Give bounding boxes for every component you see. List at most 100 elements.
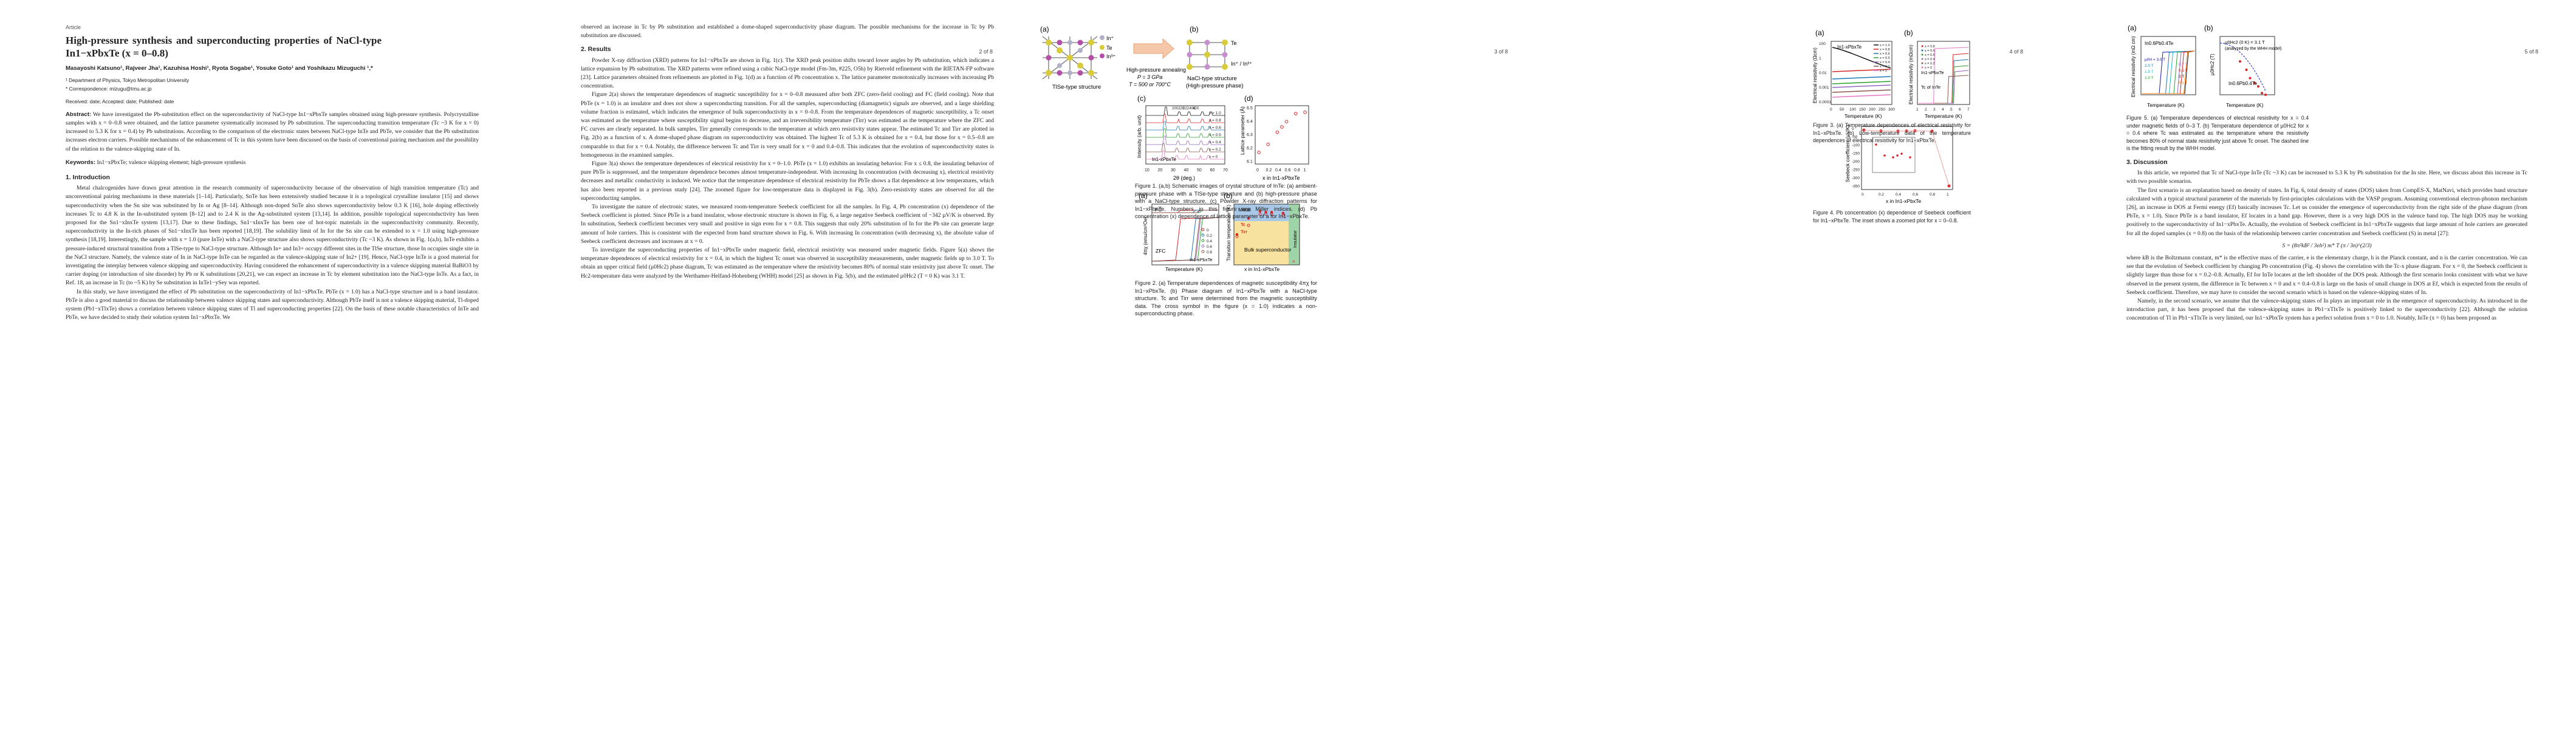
inset-point: [1909, 156, 1911, 159]
hc2-point: [2257, 85, 2259, 88]
legend-label: x = 0: [1880, 69, 1887, 73]
zfc-curve: [1151, 217, 1219, 262]
fig5b-title: µ0Hc2 (0 K) = 3.1 T: [2225, 39, 2265, 45]
discussion-paragraph-2: The first scenario is an explanation bas…: [2126, 187, 2527, 237]
hc2-point: [2239, 60, 2241, 63]
hc2-points: [2239, 60, 2267, 96]
tirr-label: Tirr: [1241, 229, 1247, 234]
legend-label: 0.6: [1207, 245, 1212, 249]
res-ylabel: Electrical resistivity (Ωcm): [1812, 47, 1818, 103]
legend-marker: [1921, 53, 1923, 56]
legend-label: 0.4: [1207, 239, 1212, 244]
res-xtick: 50: [1840, 108, 1845, 112]
figure-5-caption: Figure 5. (a) Temperature dependences of…: [2126, 115, 2309, 151]
in-label: In⁺ / In³⁺: [1231, 61, 1252, 67]
field-label: 0.5 T: [2179, 69, 2188, 73]
xrd-curve: [1146, 114, 1225, 123]
sus-xlabel: Temperature (K): [1165, 266, 1203, 272]
seebeck-point: [1862, 128, 1866, 132]
resistivity-curve: [1832, 84, 1891, 88]
legend-marker: [1921, 49, 1923, 52]
res-low-xtick: 4: [1942, 108, 1944, 112]
xrd-curve-label: x = 0.2: [1209, 148, 1221, 152]
tirr-point: [1264, 213, 1267, 216]
seebeck-xtick: 1: [1947, 193, 1949, 197]
seebeck-xtick: 0.4: [1896, 193, 1901, 197]
inset-point: [1892, 156, 1894, 159]
seebeck-ytick: -250: [1852, 168, 1860, 173]
legend-label: x = 0.6: [1880, 52, 1890, 56]
legend-marker: [1921, 66, 1923, 69]
legend-label: x = 0.4: [1880, 61, 1890, 64]
xrd-xtick: 20: [1158, 168, 1163, 173]
legend-marker: [1201, 233, 1205, 237]
results-paragraph-3: Figure 3(a) shows the temperature depend…: [581, 160, 994, 202]
hc2-point: [2264, 94, 2267, 96]
panel-label: (b): [1190, 25, 1199, 33]
nacl-label-2: (High-pressure phase): [1186, 83, 1244, 89]
tirr-point: [1281, 213, 1285, 217]
res-low-xtick: 6: [1959, 108, 1961, 112]
seebeck-points: [1862, 128, 1951, 188]
te-label: Te: [1231, 40, 1237, 46]
page-1-column: Article High-pressure synthesis and supe…: [66, 23, 479, 322]
tc-label: Tc: [1241, 222, 1245, 227]
legend-label: 0.2: [1207, 234, 1212, 238]
xrd-xlabel: 2θ (deg.): [1173, 175, 1195, 181]
xrd-curve-label: x = 0.6: [1209, 126, 1221, 130]
page-number: 4 of 8: [2009, 49, 2023, 55]
lattice-ytick: 6.3: [1247, 133, 1253, 137]
page-5-column: 3. Discussion In this article, we report…: [2126, 153, 2527, 323]
section-heading: 1. Introduction: [66, 174, 110, 182]
panel-label: (b): [1904, 29, 1913, 37]
phase-xlabel: x in In1-xPbxTe: [1244, 266, 1279, 272]
xrd-ylabel: Intensity (arb. unit): [1136, 115, 1142, 158]
xrd-peak-label: 400: [1189, 107, 1196, 111]
in-plus-label: In⁺: [1106, 35, 1114, 41]
metal-label: Metal: [1238, 207, 1251, 213]
legend-dot: [1100, 35, 1105, 40]
keywords-label: Keywords:: [66, 159, 96, 166]
sus-sample-label: In1-xPbxTe: [1190, 257, 1213, 262]
seebeck-xtick: 0.2: [1879, 193, 1884, 197]
arrow-text-1: High-pressure annealing: [1126, 67, 1186, 73]
discussion-paragraph-4: Namely, in the second scenario, we assum…: [2126, 298, 2527, 322]
lattice-xtick: 1: [1304, 168, 1306, 173]
sus-curves: [1151, 210, 1219, 262]
seebeck-ytick: 0: [1852, 127, 1854, 131]
nacl-label: NaCl-type structure: [1187, 75, 1237, 82]
xrd-curve: [1146, 128, 1225, 138]
seebeck-plot-frame: [1861, 126, 1953, 190]
insulator-region: [1289, 204, 1300, 265]
legend-label: x = 0.2: [1925, 62, 1935, 66]
arrow-icon: [1133, 38, 1174, 60]
sus-ylabel: 4πχ (emu/cm³Oe): [1143, 216, 1148, 255]
seebeck-xlabel: x in In1-xPbxTe: [1886, 198, 1921, 204]
results-paragraph-5: To investigate the superconducting prope…: [581, 247, 994, 279]
fig5a-sample-label: In0.6Pb0.4Te: [2145, 41, 2174, 46]
page-3: 3 of 8 (a) In⁺ Te In³⁺ TlSe-type structu…: [1030, 0, 1546, 729]
legend-label: x = 0.8: [1925, 45, 1935, 49]
seebeck-line: [1863, 129, 1950, 187]
whh-fit-line: [2219, 43, 2266, 91]
seebeck-xtick: 0.6: [1913, 193, 1918, 197]
lattice-point: [1275, 131, 1279, 134]
resistivity-curve: [1832, 89, 1891, 93]
arrow-text-3: T = 500 or 700°C: [1129, 81, 1171, 87]
fig5b-plot-frame: [2219, 36, 2275, 95]
page-number: 2 of 8: [979, 49, 993, 55]
arrow-text-2: P = 3 GPa: [1137, 74, 1162, 80]
res-low-xticks: 1 2 3 4 5 6 7: [1916, 108, 1970, 112]
seebeck-ytick: -100: [1852, 143, 1860, 148]
authors: Masayoshi Katsuno¹, Rajveer Jha¹, Kazuhi…: [66, 65, 373, 72]
legend-marker: [1921, 62, 1923, 64]
res-low-plot-frame: [1917, 41, 1970, 105]
legend-label: x = 0.2: [1880, 65, 1890, 69]
res-sample-label: In1-xPbxTe: [1837, 44, 1862, 50]
page-5: 5 of 8 (a) In0.6Pb0.4Te µ0H = 3.0 T 2.0 T…: [2061, 0, 2576, 729]
hc2-point: [2261, 92, 2263, 95]
xrd-xtick: 50: [1197, 168, 1202, 173]
lattice-ytick: 6.2: [1247, 146, 1253, 151]
res-low-xtick: 5: [1950, 108, 1953, 112]
